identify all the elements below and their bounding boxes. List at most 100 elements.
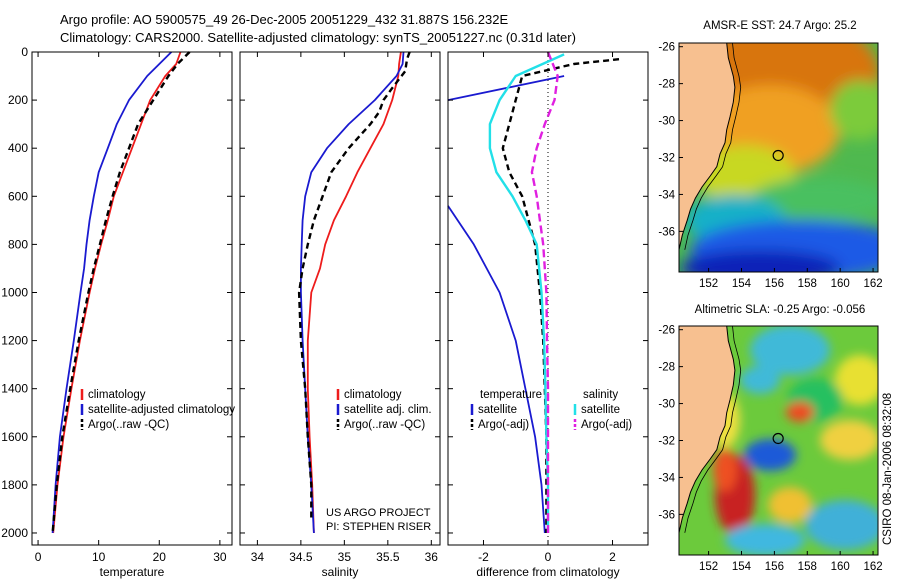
sst-lat-label: -26	[658, 42, 675, 54]
temperature-xtick-label: 30	[213, 550, 227, 564]
temperature-xtick-label: 0	[35, 550, 42, 564]
sst-lon-label: 154	[732, 278, 752, 290]
salinity-series-2	[297, 51, 411, 521]
temperature-xtick-label: 10	[92, 550, 106, 564]
sla-argo-marker	[772, 432, 784, 445]
legend-label: Argo(..raw -QC)	[344, 419, 425, 431]
sst-lat-label: -36	[658, 226, 675, 238]
temperature-frame	[31, 51, 233, 546]
legend-label: salinity	[583, 389, 618, 401]
temperature-series-1	[51, 51, 173, 534]
temperature-panel: 0 10 20 30 temperature 0 200 400 600 800 1000 1200 1…	[1, 45, 235, 579]
difference-xtick-label: 0	[545, 550, 552, 564]
salinity-xtick-label: 36	[425, 550, 439, 564]
sst-lon-label: 158	[798, 278, 817, 290]
difference-series-3	[488, 53, 565, 533]
climatology-header: Climatology: CARS2000. Satellite-adjuste…	[60, 30, 576, 45]
legend-label: Argo(-adj)	[478, 419, 529, 431]
temperature-xlabel: temperature	[100, 565, 165, 579]
depth-tick-label: 200	[8, 93, 28, 107]
difference-xlabel: difference from climatology	[476, 565, 619, 579]
legend-label: climatology	[88, 389, 146, 401]
legend-label: satellite	[478, 404, 517, 416]
sla-map-title: Altimetric SLA: -0.25 Argo: -0.056	[694, 304, 866, 316]
sla-lon-label: 154	[732, 561, 752, 573]
legend-label: satellite adj. clim.	[344, 404, 432, 416]
salinity-xtick-label: 35	[338, 550, 352, 564]
depth-tick-label: 1200	[1, 334, 28, 348]
depth-tick-label: 600	[8, 189, 28, 203]
sla-land	[678, 325, 736, 533]
depth-tick-label: 400	[8, 141, 28, 155]
difference-xtick-label: -2	[478, 550, 489, 564]
salinity-xlabel: salinity	[322, 565, 359, 579]
salinity-xtick-label: 34.5	[289, 550, 313, 564]
sst-map-title: AMSR-E SST: 24.7 Argo: 25.2	[703, 20, 857, 32]
difference-xtick-label: 2	[609, 550, 616, 564]
legend-label: Argo(-adj)	[581, 419, 632, 431]
sst-map-field	[679, 43, 878, 272]
salinity-series-1	[299, 51, 405, 534]
legend-label: Argo(..raw -QC)	[88, 419, 169, 431]
legend-label: satellite	[581, 404, 620, 416]
sst-lon-label: 162	[863, 278, 882, 290]
sst-lat-label: -30	[658, 116, 675, 128]
project-annotation: PI: STEPHEN RISER	[326, 521, 431, 533]
temperature-xtick-label: 20	[153, 550, 167, 564]
sla-lat-label: -32	[658, 436, 675, 448]
sla-lon-label: 162	[863, 561, 882, 573]
difference-legend: temperature satellite Argo(-adj) salinity sa…	[470, 389, 632, 431]
salinity-xtick-label: 34	[251, 550, 265, 564]
temperature-series-0	[52, 51, 182, 534]
sla-lon-label: 158	[798, 561, 817, 573]
sst-map-axes: 152 154 156 158 160 162 -26 -28 -30 -32 -34 -36	[658, 42, 882, 290]
sla-lon-label: 152	[699, 561, 718, 573]
profile-header: Argo profile: AO 5900575_49 26-Dec-2005 …	[60, 12, 509, 27]
temperature-series-2	[51, 51, 191, 534]
depth-tick-label: 800	[8, 237, 28, 251]
sst-lat-label: -32	[658, 153, 675, 165]
sst-lon-label: 160	[831, 278, 850, 290]
salinity-panel: 34 34.5 35 35.5 36 salinity climatology satelli…	[239, 51, 441, 579]
sla-lat-label: -26	[658, 325, 675, 337]
sst-argo-marker	[772, 149, 784, 162]
sla-map-axes: 152 154 156 158 160 162 -26 -28 -30 -32 -34 -36	[658, 325, 882, 573]
sst-shelf-contour	[684, 42, 742, 250]
profile-plots: 0 10 20 30temperature0200400600800100012001…	[1, 45, 649, 579]
depth-tick-label: 1000	[1, 285, 28, 299]
legend-label: satellite-adjusted climatology	[88, 404, 235, 416]
sla-lon-label: 160	[831, 561, 850, 573]
salinity-series-0	[306, 51, 402, 534]
sla-lat-label: -34	[658, 472, 675, 484]
depth-tick-label: 1400	[1, 382, 28, 396]
depth-tick-label: 0	[21, 45, 28, 59]
sla-lat-label: -28	[658, 362, 675, 374]
sst-lon-label: 152	[699, 278, 718, 290]
sst-lat-label: -28	[658, 79, 675, 91]
sst-lat-label: -34	[658, 189, 675, 201]
sla-shelf-contour	[684, 325, 742, 533]
depth-tick-label: 2000	[1, 526, 28, 540]
difference-series-2	[501, 58, 620, 533]
difference-series-1	[447, 205, 546, 534]
sst-land	[678, 42, 736, 250]
difference-series-0	[447, 75, 565, 101]
sla-lon-label: 156	[765, 561, 784, 573]
salinity-frame	[239, 51, 441, 546]
project-annotation: US ARGO PROJECT	[326, 507, 431, 519]
sst-lon-label: 156	[765, 278, 784, 290]
salinity-xtick-label: 35.5	[376, 550, 400, 564]
temperature-legend: climatology satellite-adjusted climatolog…	[80, 389, 235, 431]
salinity-legend: climatology satellite adj. clim. Argo(..ra…	[336, 389, 432, 431]
legend-label: climatology	[344, 389, 402, 401]
land-layer	[678, 42, 742, 533]
depth-tick-label: 1600	[1, 430, 28, 444]
difference-series-4	[530, 51, 559, 533]
sla-lat-label: -36	[658, 509, 675, 521]
depth-tick-label: 1800	[1, 478, 28, 492]
sla-lat-label: -30	[658, 399, 675, 411]
legend-label: temperature	[480, 389, 542, 401]
